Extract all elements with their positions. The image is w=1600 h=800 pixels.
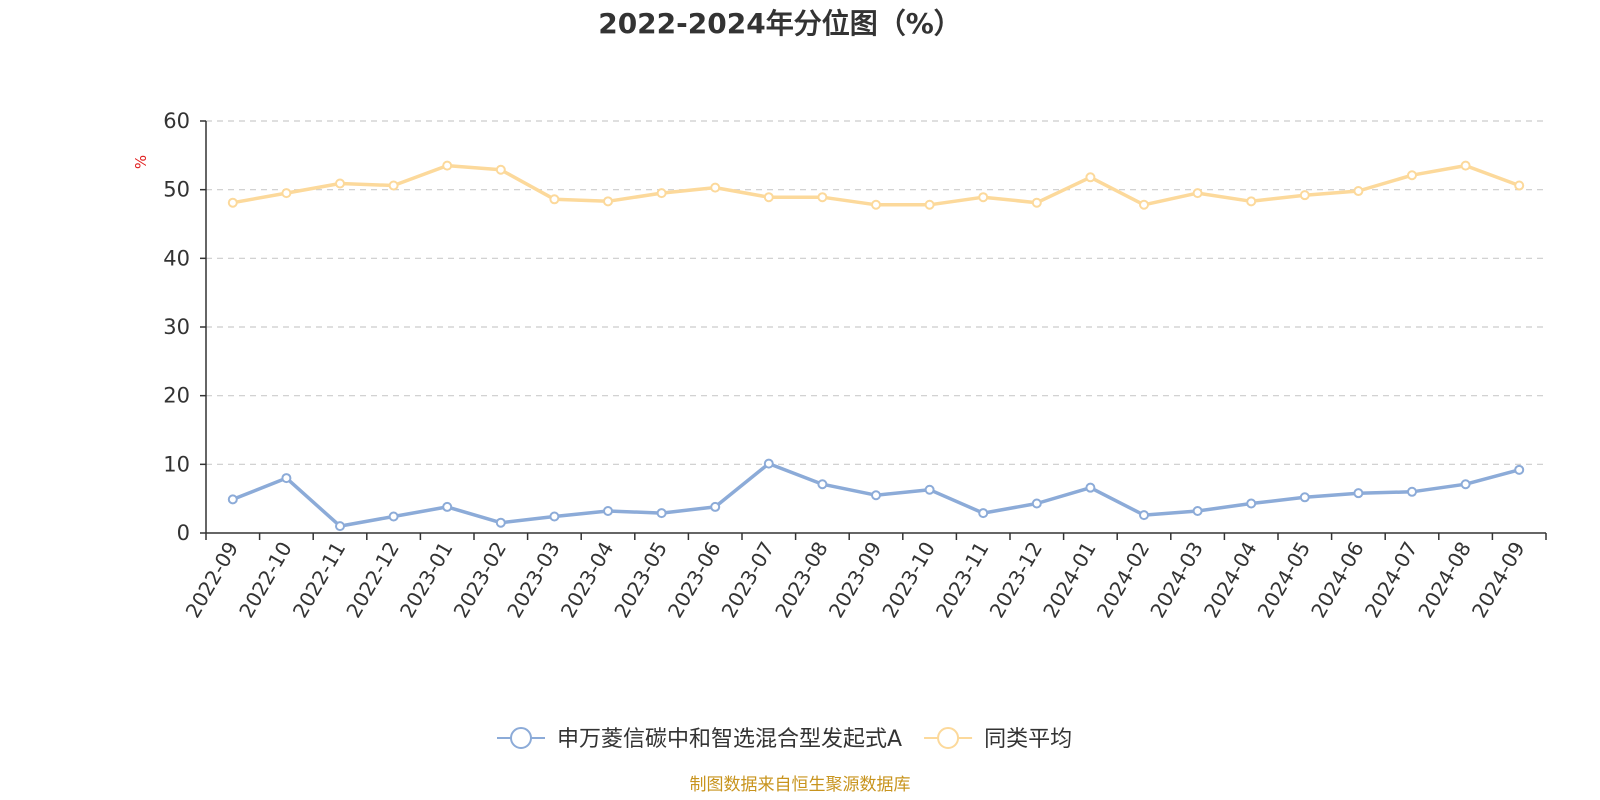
data-point	[1407, 486, 1417, 497]
data-point	[281, 473, 292, 484]
data-point	[1353, 186, 1364, 197]
data-point	[1514, 464, 1525, 475]
legend-marker-1	[937, 727, 960, 749]
data-point	[1192, 188, 1203, 199]
data-point	[388, 511, 399, 522]
x-tick-label: 2024-09	[1467, 538, 1530, 622]
data-point	[763, 458, 774, 469]
series-lines	[227, 160, 1525, 532]
data-point	[495, 164, 506, 175]
data-point	[1139, 510, 1149, 521]
y-tick-label: 10	[163, 452, 190, 476]
data-point	[442, 501, 453, 512]
data-point	[924, 484, 935, 495]
data-point	[871, 490, 881, 501]
data-point	[603, 196, 613, 207]
data-point	[549, 194, 560, 205]
source-note: 制图数据来自恒生聚源数据库	[690, 775, 911, 795]
data-point	[710, 182, 721, 193]
data-point	[1299, 492, 1310, 503]
data-point	[388, 180, 399, 191]
data-point	[656, 508, 667, 519]
data-point	[924, 199, 935, 210]
legend: 申万菱信碳中和智选混合型发起式A 同类平均	[497, 727, 1072, 752]
data-point	[871, 199, 881, 210]
data-point	[1192, 506, 1203, 517]
data-point	[817, 192, 828, 203]
y-tick-label: 30	[163, 315, 190, 339]
legend-label-1: 同类平均	[984, 727, 1072, 752]
data-point	[549, 511, 560, 522]
y-tick-label: 60	[163, 109, 190, 133]
data-point	[1460, 160, 1471, 171]
data-point	[710, 501, 721, 512]
y-tick-label: 20	[163, 384, 190, 408]
data-point	[817, 479, 828, 490]
data-point	[1514, 180, 1525, 191]
data-point	[1031, 197, 1042, 208]
data-point	[603, 506, 613, 517]
data-point	[442, 160, 453, 171]
data-point	[227, 494, 238, 505]
chart-title: 2022-2024年分位图（%）	[598, 7, 962, 40]
data-point	[227, 197, 238, 208]
y-tick-label: 50	[163, 178, 190, 202]
data-point	[1031, 498, 1042, 509]
data-point	[1085, 172, 1096, 183]
y-axis-unit: %	[132, 155, 150, 169]
data-point	[1085, 482, 1096, 493]
data-point	[1246, 498, 1257, 509]
data-point	[1407, 170, 1417, 181]
data-point	[281, 188, 292, 199]
data-point	[978, 192, 989, 203]
legend-marker-0	[510, 727, 532, 749]
series-line-1	[232, 163, 1520, 207]
data-point	[495, 517, 506, 528]
data-point	[1139, 199, 1149, 210]
y-tick-label: 0	[177, 521, 190, 545]
data-point	[763, 192, 774, 203]
data-point	[1299, 190, 1310, 201]
y-tick-label: 40	[163, 246, 190, 270]
data-point	[1246, 196, 1257, 207]
legend-label-0: 申万菱信碳中和智选混合型发起式A	[557, 727, 902, 752]
data-point	[1353, 488, 1364, 499]
data-point	[335, 521, 345, 532]
data-point	[978, 508, 989, 519]
data-point	[335, 178, 345, 189]
data-point	[656, 188, 667, 199]
grid-lines	[206, 120, 1546, 465]
data-point	[1460, 479, 1471, 490]
